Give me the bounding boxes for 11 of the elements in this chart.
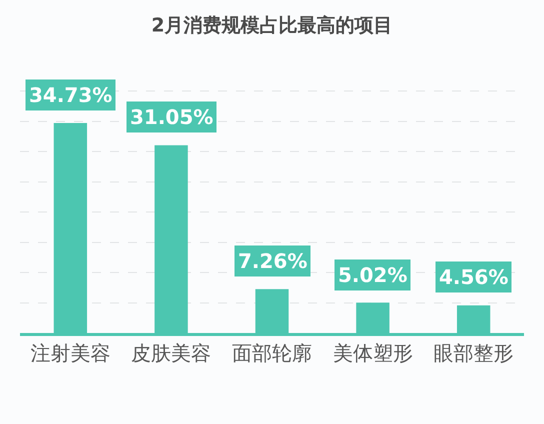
data-label: 4.56% (439, 265, 508, 289)
x-tick-label: 皮肤美容 (131, 341, 212, 365)
x-tick-label: 面部轮廓 (232, 341, 312, 365)
data-label: 7.26% (238, 249, 308, 273)
data-label: 5.02% (338, 263, 408, 287)
data-label: 34.73% (29, 83, 112, 107)
data-label: 31.05% (130, 105, 214, 129)
x-tick-label: 眼部整形 (434, 341, 514, 365)
x-tick-label: 美体塑形 (332, 341, 413, 365)
chart-title: 2月消费规模占比最高的项目 (151, 14, 393, 36)
x-tick-label: 注射美容 (30, 341, 110, 365)
